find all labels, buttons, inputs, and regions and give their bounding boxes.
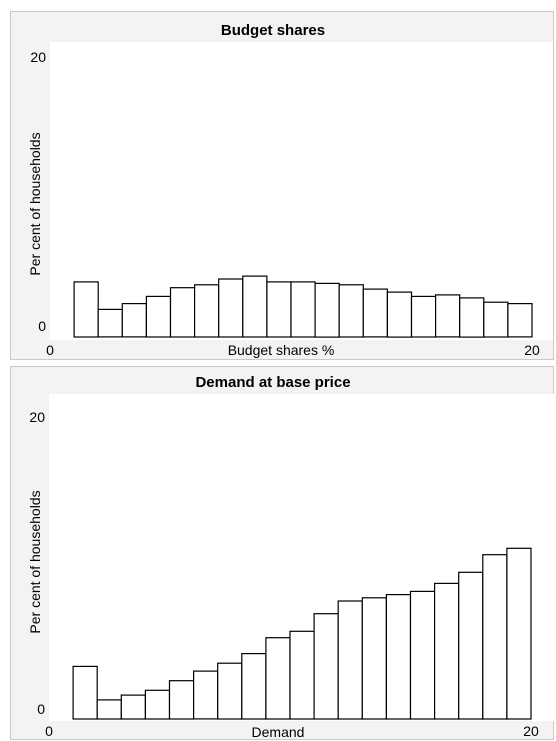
budget-shares-panel: Budget shares Per cent of households Bud… [10, 11, 554, 360]
histogram-bar [121, 303, 148, 338]
demand-panel: Demand at base price Per cent of househo… [10, 366, 554, 740]
histogram-bar [482, 554, 508, 720]
histogram-bars [73, 275, 533, 338]
x-axis-label: Demand [252, 724, 305, 740]
histogram-bar [507, 303, 533, 338]
histogram-bar [435, 294, 461, 338]
budget-shares-chart: Budget shares Per cent of households Bud… [27, 22, 553, 358]
histogram-bar [338, 284, 364, 338]
histogram-bar [410, 295, 437, 338]
histogram-bar [409, 590, 436, 720]
histogram-bar [314, 282, 340, 338]
histogram-bar [144, 689, 171, 720]
histogram-bar [145, 295, 172, 338]
histogram-bar [266, 281, 292, 338]
histogram-bar [506, 547, 532, 720]
histogram-bar [290, 281, 316, 338]
histogram-bar [459, 297, 485, 338]
histogram-bar [193, 670, 219, 720]
histogram-bar [385, 594, 412, 720]
histogram-bar [97, 308, 123, 338]
histogram-bar [73, 281, 99, 338]
histogram-bar [120, 694, 147, 720]
x-tick-label-min: 0 [45, 723, 53, 739]
histogram-bar [265, 637, 291, 720]
y-tick-label-max: 20 [30, 49, 46, 65]
y-axis-label: Per cent of households [27, 132, 43, 275]
histogram-bar [362, 288, 388, 338]
histogram-bar [483, 301, 509, 338]
histogram-bar [458, 571, 484, 720]
histogram-bar [96, 699, 122, 720]
y-tick-label-min: 0 [38, 318, 46, 334]
x-tick-label-min: 0 [46, 342, 54, 358]
histogram-bar [386, 291, 413, 338]
x-tick-label-max: 20 [524, 342, 540, 358]
histogram-bar [434, 582, 460, 720]
chart-title: Demand at base price [195, 374, 350, 391]
histogram-bars [72, 547, 532, 720]
histogram-bar [218, 278, 244, 338]
x-tick-label-max: 20 [523, 723, 539, 739]
histogram-bar [72, 665, 98, 720]
histogram-bar [194, 284, 220, 338]
x-axis-label: Budget shares % [228, 342, 335, 358]
histogram-bar [169, 287, 196, 338]
histogram-bar [313, 613, 339, 720]
y-axis-label: Per cent of households [27, 490, 43, 633]
histogram-bar [217, 662, 243, 720]
chart-title: Budget shares [221, 22, 325, 39]
histogram-bar [289, 630, 315, 720]
y-tick-label-min: 0 [37, 701, 45, 717]
demand-chart: Demand at base price Per cent of househo… [27, 374, 554, 740]
histogram-bar [242, 275, 268, 338]
histogram-bar [361, 597, 387, 720]
y-tick-label-max: 20 [29, 409, 45, 425]
histogram-bar [168, 680, 195, 720]
histogram-bar [241, 653, 267, 720]
histogram-bar [337, 600, 363, 720]
